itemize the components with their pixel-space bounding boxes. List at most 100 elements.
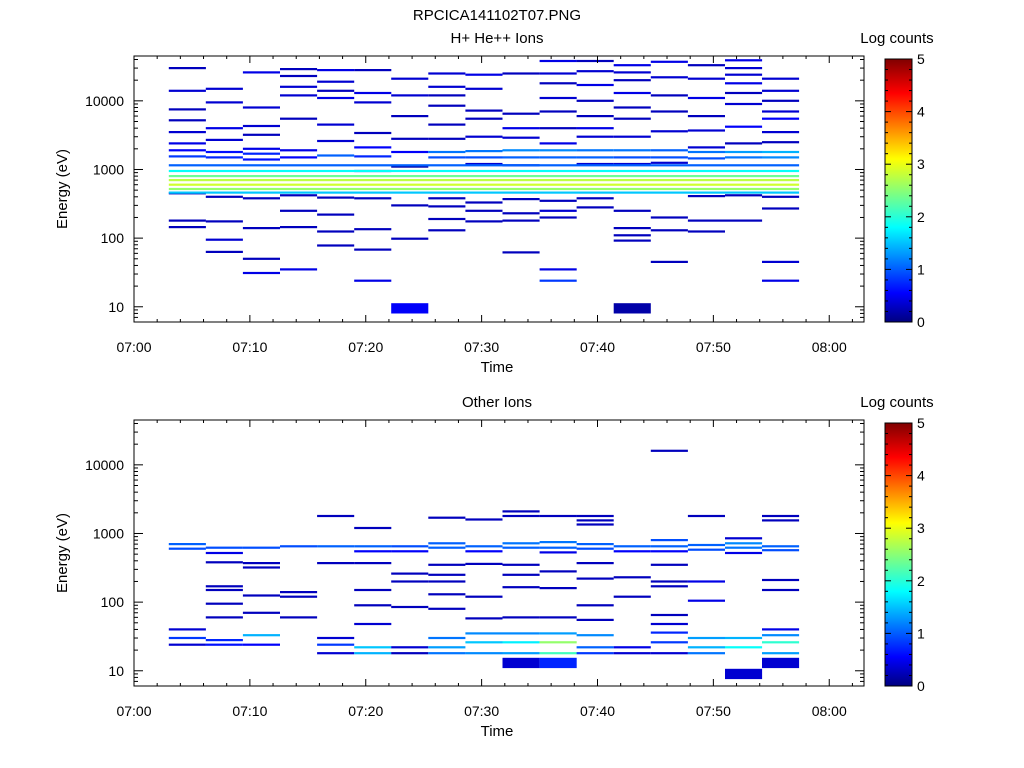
heatmap-cell: [762, 519, 800, 522]
heatmap-cell: [205, 138, 243, 141]
heatmap-cell: [613, 550, 651, 553]
heatmap-cell: [242, 152, 280, 155]
heatmap-cell: [576, 59, 614, 63]
heatmap-cell: [391, 572, 429, 575]
heatmap-cell: [280, 68, 318, 71]
heatmap-cell: [762, 588, 800, 592]
heatmap-cell: [650, 622, 688, 626]
colorbar-tick-label: 3: [917, 156, 925, 172]
heatmap-cell: [428, 593, 466, 596]
colorbar: Log counts 0 1 2 3 4 5: [860, 394, 933, 694]
panel-other-ions: 07:00 07:10 07:20 07:30 07:40 07:50 08:00 Time 1…: [54, 394, 934, 740]
heatmap-cell: [502, 657, 540, 669]
heatmap-cell: [762, 514, 800, 518]
heatmap-cell: [465, 632, 503, 635]
heatmap-cell: [725, 646, 763, 649]
heatmap-cell: [539, 127, 577, 130]
y-tick-label: 1000: [93, 525, 124, 541]
heatmap-cell: [354, 545, 392, 548]
heatmap-cell: [428, 516, 466, 519]
y-tick-label: 1000: [93, 161, 124, 177]
heatmap-cell: [762, 628, 800, 631]
heatmap-cell: [576, 577, 614, 580]
heatmap-cell: [576, 604, 614, 607]
panel-title: H+ He++ Ions: [451, 30, 544, 47]
y-axis: 10 100 1000 10000 Energy (eV): [54, 59, 864, 323]
heatmap-cell: [168, 636, 206, 640]
heatmap-cell: [576, 646, 614, 649]
heatmap-cell: [465, 595, 503, 598]
colorbar-tick-label: 3: [917, 520, 925, 536]
heatmap-cell: [242, 147, 280, 150]
heatmap-cell: [428, 123, 466, 126]
heatmap-cell: [205, 602, 243, 605]
heatmap-cell: [280, 149, 318, 152]
heatmap-cell: [725, 537, 763, 540]
heatmap-cell: [576, 543, 614, 546]
x-tick-label: 07:20: [348, 703, 383, 719]
heatmap-cell: [650, 585, 688, 588]
heatmap-cell: [354, 131, 392, 135]
heatmap-cell: [465, 73, 503, 76]
heatmap-cell: [317, 196, 355, 199]
heatmap-cell: [613, 239, 651, 242]
heatmap-cell: [539, 546, 577, 549]
heatmap-cell: [465, 545, 503, 548]
heatmap-cell: [428, 563, 466, 566]
heatmap-cell: [613, 234, 651, 237]
heatmap-cell: [205, 101, 243, 104]
heatmap-cell: [168, 179, 800, 182]
heatmap-cell: [576, 197, 614, 200]
heatmap-cell: [687, 646, 725, 649]
heatmap-cell: [502, 136, 540, 139]
heatmap-cell: [280, 156, 318, 159]
heatmap-cell: [168, 89, 206, 92]
heatmap-cell: [725, 219, 763, 222]
heatmap-cell: [242, 106, 280, 109]
heatmap-cell: [687, 219, 725, 222]
heatmap-cell: [465, 117, 503, 120]
heatmap-cell: [687, 543, 725, 547]
heatmap-cell: [280, 74, 318, 78]
heatmap-cell: [465, 156, 503, 159]
heatmap-cell: [168, 183, 800, 186]
heatmap-cell: [465, 135, 503, 138]
heatmap-cell: [391, 652, 429, 655]
heatmap-cell: [539, 59, 577, 63]
heatmap-cell: [205, 643, 243, 646]
heatmap-cell: [650, 161, 688, 164]
heatmap-cell: [428, 150, 466, 154]
heatmap-cell: [539, 570, 577, 573]
heatmap-cell: [317, 154, 355, 157]
heatmap-cell: [687, 230, 725, 233]
heatmap-cell: [502, 563, 540, 566]
heatmap-cell: [428, 646, 466, 649]
heatmap-cell: [354, 155, 392, 158]
y-axis: 10 100 1000 10000 Energy (eV): [54, 423, 864, 687]
heatmap-cell: [428, 197, 466, 200]
heatmap-cell: [650, 550, 688, 553]
heatmap-cell: [502, 112, 540, 115]
figure-title: RPCICA141102T07.PNG: [413, 7, 581, 24]
heatmap-cell: [725, 102, 763, 106]
colorbar-label: Log counts: [860, 394, 933, 411]
heatmap-cell: [539, 616, 577, 619]
heatmap-cell: [242, 634, 280, 637]
heatmap-cell: [650, 449, 688, 452]
heatmap-cell: [687, 115, 725, 118]
y-tick-label: 10000: [85, 457, 124, 473]
heatmap-cell: [428, 573, 466, 576]
heatmap-cell: [354, 101, 392, 104]
heatmap-cell: [168, 175, 800, 178]
heatmap-cell: [205, 195, 243, 198]
colorbar: Log counts 0 1 2 3 4 5: [860, 30, 933, 330]
heatmap-cell: [168, 108, 206, 111]
heatmap-cell: [613, 303, 651, 314]
heatmap-cell: [576, 135, 614, 138]
heatmap-cell: [502, 212, 540, 215]
heatmap-cell: [725, 194, 763, 197]
colorbar-tick-label: 0: [917, 678, 925, 694]
heatmap-cell: [502, 198, 540, 201]
heatmap-cells: [168, 59, 800, 314]
y-tick-label: 10: [108, 299, 124, 315]
